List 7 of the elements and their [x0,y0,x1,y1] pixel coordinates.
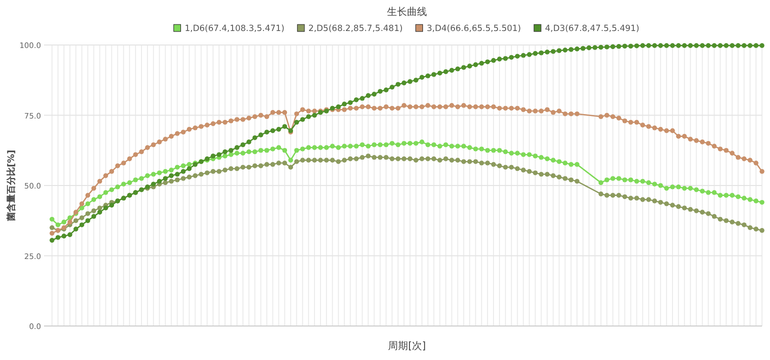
legend-label: 4,D3(67.8,47.5,5.491) [545,24,640,34]
legend-label: 3,D4(66.6,65.5,5.501) [426,24,521,34]
y-axis-title: 菌含量百分比[%] [6,150,17,222]
x-axis-title: 周期[次] [388,340,426,352]
legend-label: 2,D5(68.2,85.7,5.481) [308,24,403,34]
legend-label: 1,D6(67.4,108.3,5.471) [184,24,284,34]
chart-title: 生长曲线 [387,6,427,18]
